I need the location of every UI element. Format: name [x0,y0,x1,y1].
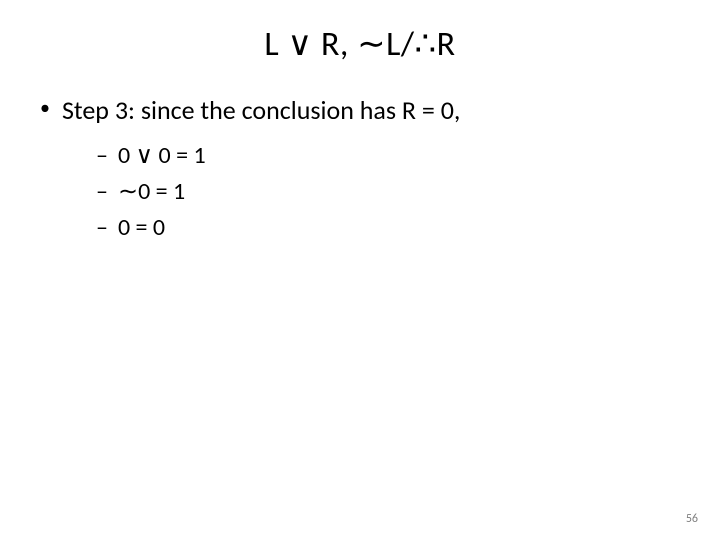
list-item: – 0 ∨ 0 = 1 [96,138,680,174]
dash-icon: – [96,174,108,210]
slide-container: L ∨ R, ∼L/∴R • Step 3: since the conclus… [0,0,720,540]
sub-bullet-text: ∼0 = 1 [118,174,185,210]
list-item: – 0 = 0 [96,210,680,246]
dash-icon: – [96,210,108,246]
sub-bullet-list: – 0 ∨ 0 = 1 – ∼0 = 1 – 0 = 0 [96,138,680,246]
body-content: • Step 3: since the conclusion has R = 0… [40,93,680,246]
main-bullet-text: Step 3: since the conclusion has R = 0, [62,93,460,128]
bullet-dot-icon: • [40,93,50,123]
main-bullet: • Step 3: since the conclusion has R = 0… [40,93,680,128]
dash-icon: – [96,138,108,174]
page-number: 56 [686,512,698,526]
list-item: – ∼0 = 1 [96,174,680,210]
sub-bullet-text: 0 = 0 [118,210,165,246]
slide-title: L ∨ R, ∼L/∴R [40,24,680,65]
sub-bullet-text: 0 ∨ 0 = 1 [118,138,206,174]
